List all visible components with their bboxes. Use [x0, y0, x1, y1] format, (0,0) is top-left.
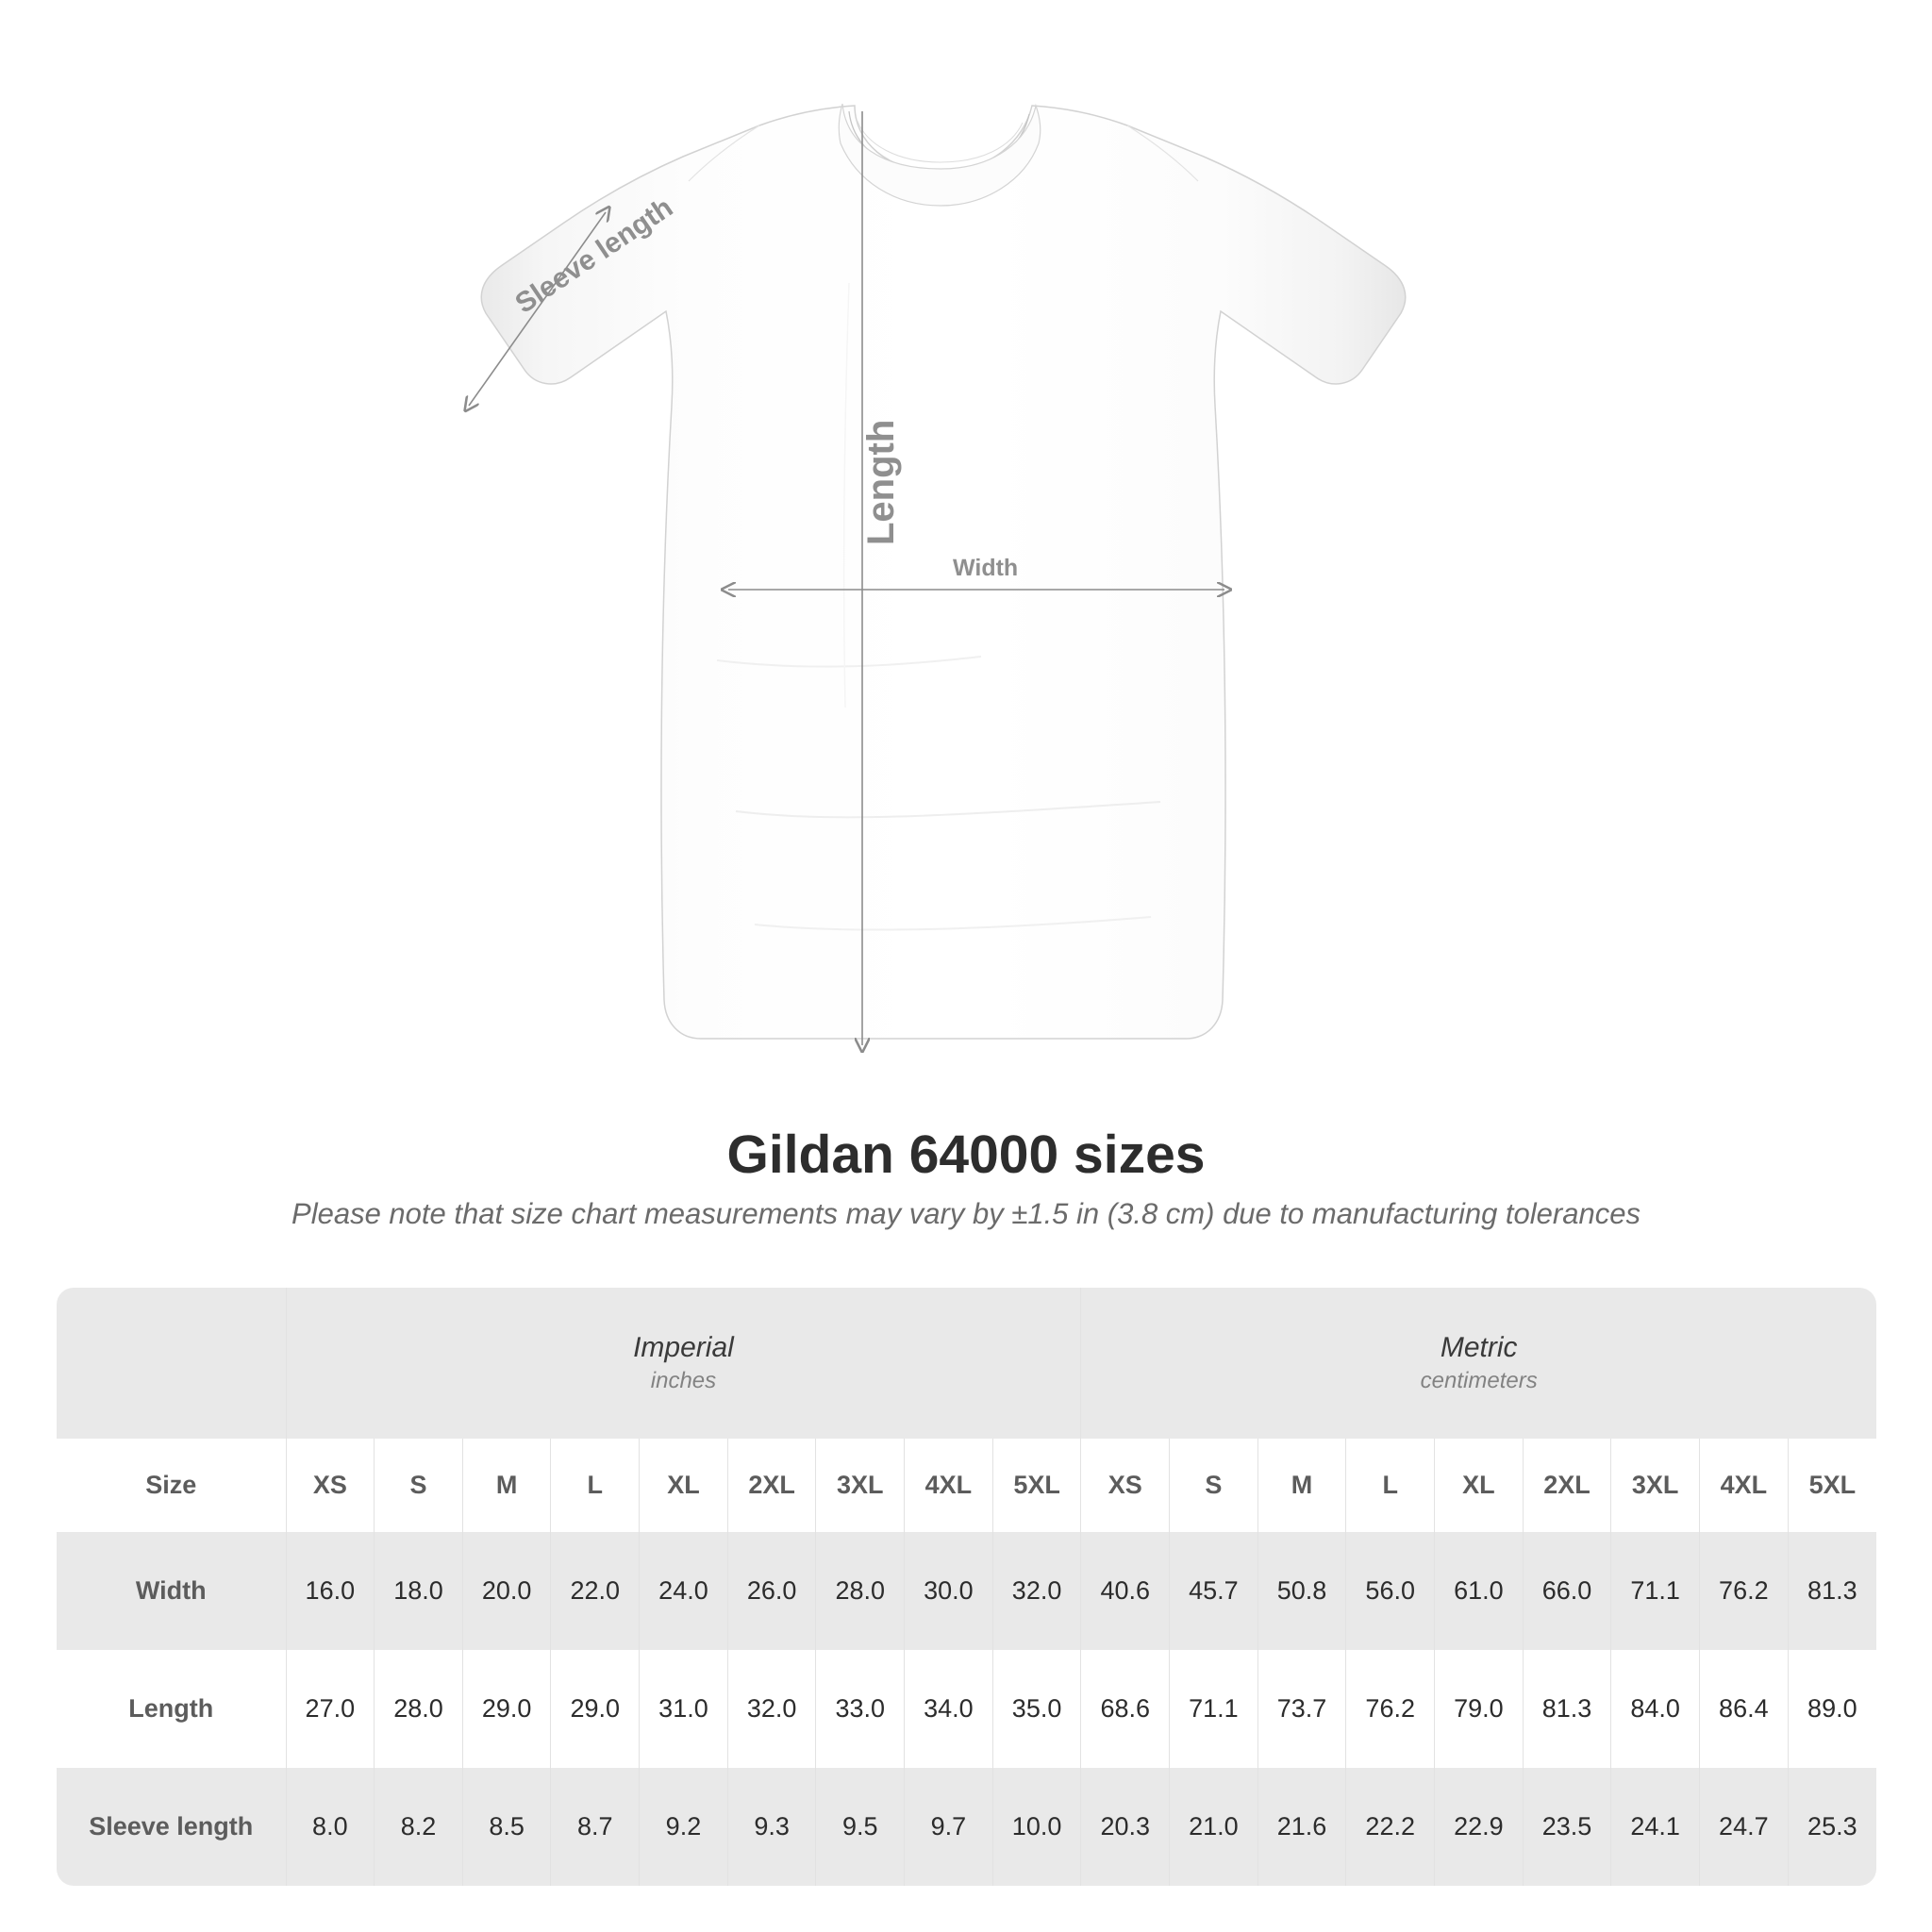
svg-text:Sleeve length: Sleeve length — [509, 192, 678, 320]
svg-text:Width: Width — [953, 555, 1018, 581]
svg-text:Length: Length — [860, 420, 902, 545]
